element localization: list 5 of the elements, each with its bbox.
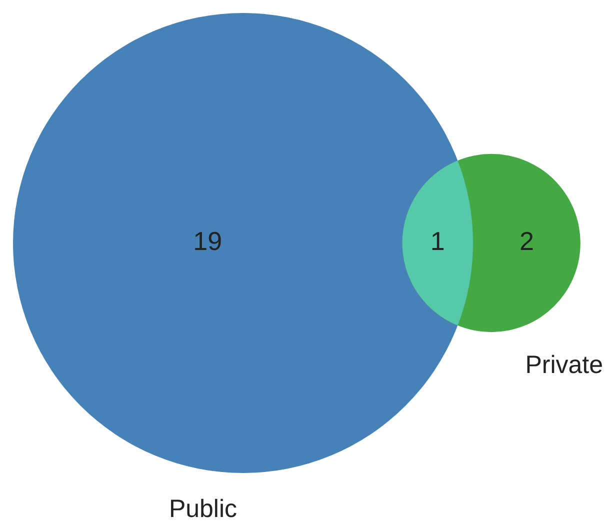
category-label: Private (525, 350, 603, 379)
data-label: 1 (430, 226, 445, 256)
category-label: Public (168, 494, 238, 523)
data-label: 2 (519, 226, 534, 256)
data-label: 19 (193, 226, 222, 256)
